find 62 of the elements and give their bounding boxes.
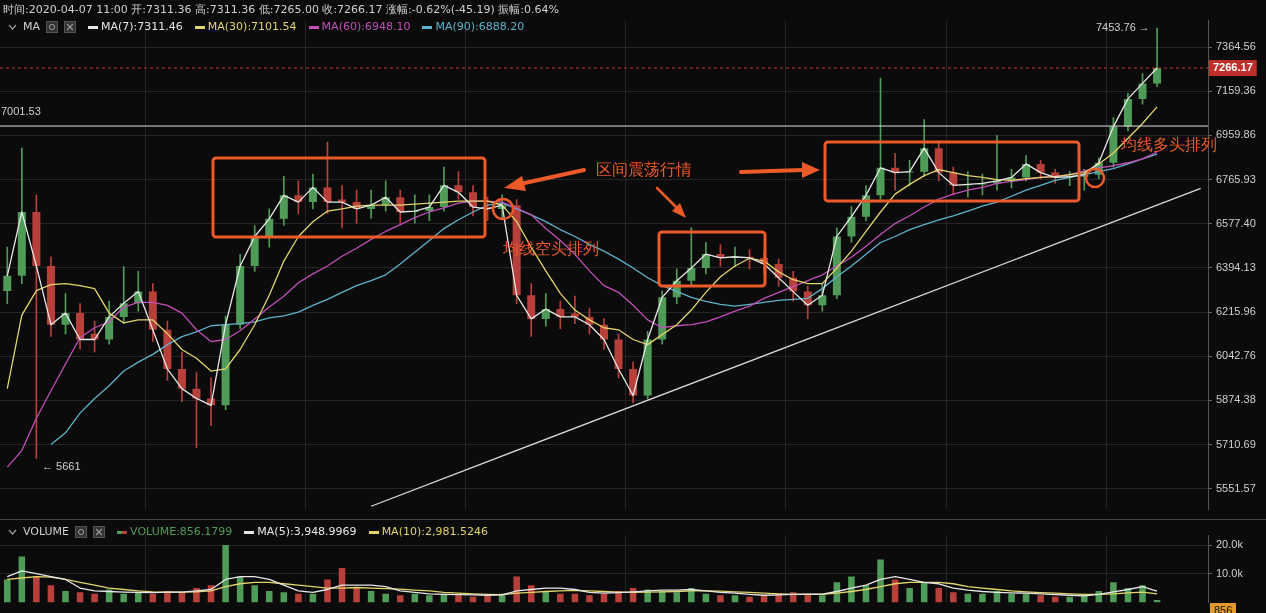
y-tick-label: 10.0k: [1216, 566, 1244, 579]
annotation: ← 5661: [42, 460, 81, 472]
bar: [819, 595, 826, 603]
ref-line-label: 7001.53: [1, 105, 41, 118]
bar: [513, 576, 520, 603]
legend-title: VOLUME: [23, 525, 70, 538]
bar: [586, 595, 593, 603]
bar: [1066, 596, 1074, 603]
chart-title: 时间:2020-04-07 11:00 开:7311.36 高:7311.36 低:7265.00 收:7266.17 涨幅:-0.62%(-45.19) 振幅:0.64%: [3, 2, 559, 17]
legend-label: MA(5):3,948.9969: [257, 525, 357, 538]
legend-label: MA(90):6888.20: [435, 20, 525, 33]
y-tick-label: 6577.40: [1216, 216, 1256, 229]
bar: [673, 592, 681, 603]
bar: [950, 592, 957, 603]
bar: [280, 592, 288, 603]
bar: [1008, 593, 1015, 603]
bar: [426, 595, 433, 603]
bar: [47, 585, 55, 603]
bar: [717, 595, 724, 603]
bar: [353, 588, 360, 603]
y-tick-label: 6215.96: [1216, 305, 1256, 318]
bar: [33, 576, 40, 603]
bar: [455, 595, 462, 603]
bar: [120, 593, 127, 603]
legend-label: MA(7):7311.46: [101, 20, 183, 33]
annotation: 均线多头排列: [1121, 135, 1217, 156]
bar: [1037, 595, 1044, 603]
bar: [4, 579, 11, 603]
legend-label: MA(60):6948.10: [321, 20, 411, 33]
legend-title: MA: [23, 20, 41, 33]
bar: [979, 593, 986, 603]
legend-label: MA(10):2,981.5246: [381, 525, 488, 538]
bar: [382, 593, 389, 603]
bar: [251, 585, 258, 603]
y-tick-label: 6959.86: [1216, 128, 1256, 141]
bar: [265, 590, 273, 603]
y-tick-label: 5874.38: [1216, 393, 1256, 406]
y-tick-label: 7364.56: [1216, 40, 1256, 53]
bar: [76, 592, 84, 603]
annotation: 区间震荡行情: [596, 160, 692, 181]
annotation: 7453.76 →: [1096, 21, 1150, 33]
legend-label: MA(30):7101.54: [207, 20, 297, 33]
bar: [62, 590, 69, 603]
bar: [396, 595, 404, 603]
bar: [906, 588, 913, 603]
bar: [222, 545, 229, 603]
y-tick-label: 6042.76: [1216, 349, 1256, 362]
y-tick-label: 7159.36: [1216, 84, 1256, 97]
bar: [134, 592, 142, 603]
bar: [877, 559, 884, 603]
bar: [295, 593, 302, 603]
bar: [746, 596, 753, 603]
y-tick-label: 6765.93: [1216, 172, 1256, 185]
bar: [557, 593, 564, 603]
legend-label: VOLUME:856.1799: [130, 525, 233, 538]
ref-line-label: 7266.17: [1213, 61, 1253, 74]
y-tick-label: 5710.69: [1216, 437, 1256, 450]
bar: [935, 588, 943, 603]
y-tick-label: 5551.57: [1216, 481, 1256, 494]
y-tick-label: 20.0k: [1216, 538, 1244, 551]
y-tick-label: 6394.13: [1216, 260, 1256, 273]
bar: [91, 593, 98, 603]
